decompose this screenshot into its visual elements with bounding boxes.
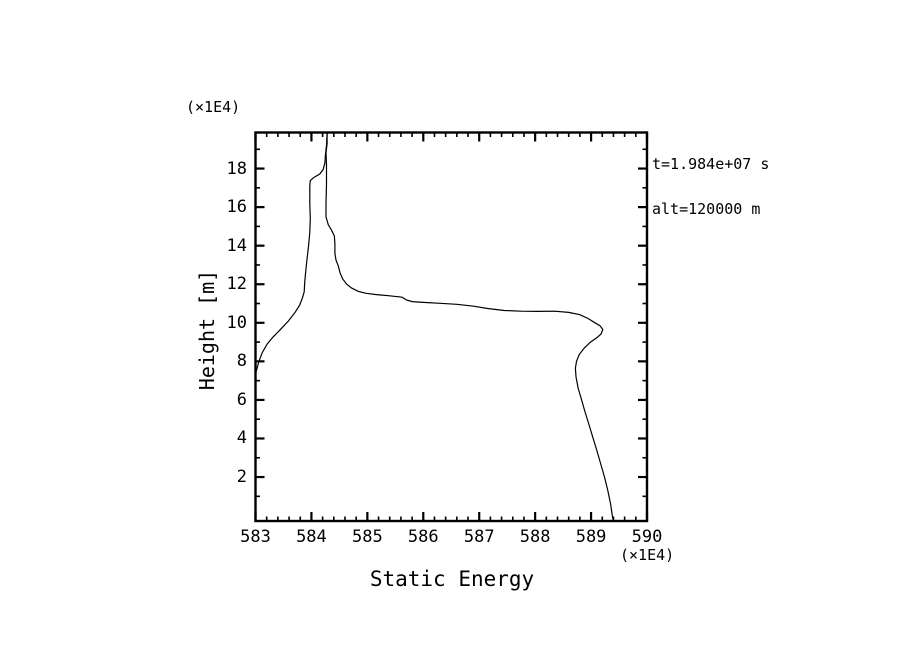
static-energy-profile-main [325, 132, 614, 521]
y-axis-tick-label: 18 [226, 158, 247, 179]
annotation-time: t=1.984e+07 s [652, 155, 770, 173]
plot-frame [254, 131, 649, 523]
y-axis-tick-label: 14 [226, 235, 247, 256]
y-axis-tick-label: 8 [236, 351, 247, 372]
x-axis-tick-label: 588 [519, 527, 551, 547]
x-axis-tick-label: 589 [575, 527, 607, 547]
x-axis-tick-label: 584 [296, 527, 327, 547]
x-axis-tick-label: 583 [240, 527, 271, 547]
y-axis-tick-label: 16 [226, 197, 247, 218]
plot-annotation: t=1.984e+07 s alt=120000 m [652, 127, 769, 232]
x-axis-tick-label: 585 [351, 527, 383, 547]
y-axis-tick-label: 4 [236, 428, 247, 449]
x-axis-tick-label: 586 [407, 527, 439, 547]
x-axis-title: Static Energy [369, 567, 535, 591]
x-axis-tick-label: 587 [463, 527, 495, 547]
annotation-altitude: alt=120000 m [652, 200, 761, 218]
y-axis-unit-label: (×1E4) [186, 98, 241, 116]
y-axis-tick-label: 12 [226, 274, 247, 295]
y-axis-tick-label: 10 [226, 312, 247, 333]
y-axis-tick-label: 6 [236, 389, 247, 410]
y-axis-tick-label: 2 [236, 467, 247, 488]
x-axis-tick-label: 590 [631, 527, 663, 547]
x-axis-unit-label: (×1E4) [620, 546, 675, 564]
static-energy-profile-secondary [255, 132, 328, 376]
